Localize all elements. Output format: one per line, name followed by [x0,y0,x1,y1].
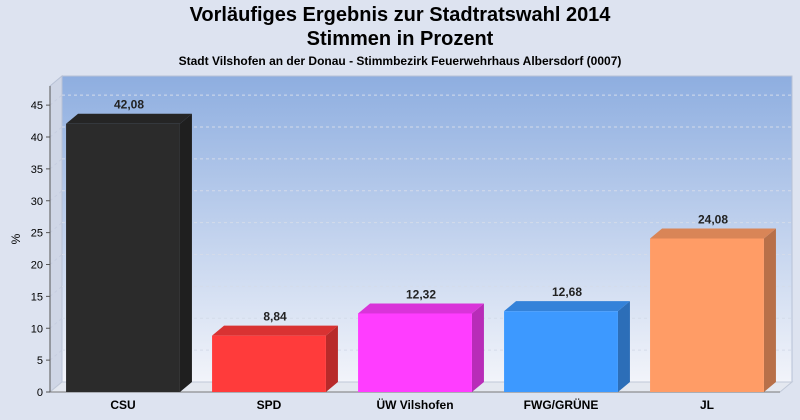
bar-top [650,228,776,239]
plot-side-wall [49,74,63,394]
y-tick-label: 45 [31,100,43,112]
x-tick-label: CSU [110,398,135,412]
chart-title-line-2: Stimmen in Prozent [306,28,494,50]
y-tick-label: 5 [37,355,43,367]
gridline-side [49,94,63,106]
y-tick-label: 0 [37,387,43,399]
bar-side [617,301,630,392]
bar-top [212,325,338,336]
bar-front [504,311,618,392]
y-tick-label: 35 [31,164,43,176]
gridline-side [49,190,63,202]
data-label: 12,68 [552,285,582,299]
bar-csu [66,113,192,393]
y-axis-title: % [9,233,23,244]
bar-front [650,238,764,392]
gridline-side [49,254,63,265]
bar--w-vilshofen [358,303,484,392]
gridline-side [49,222,63,234]
bar-front [66,123,180,393]
gridline-side [49,317,63,329]
bar-side [179,113,192,393]
x-tick-label: SPD [257,398,282,412]
y-tick-label: 40 [31,132,43,144]
x-tick-label: ÜW Vilshofen [376,397,453,412]
chart-subtitle: Stadt Vilshofen an der Donau - Stimmbezi… [178,54,622,68]
bar-top [504,301,630,312]
data-label: 24,08 [698,212,728,226]
bar-side [471,303,484,392]
x-tick-label: JL [700,398,714,412]
y-tick-label: 25 [31,228,43,240]
bar-side [325,325,338,392]
gridline-side [49,349,63,361]
gridline-side [49,126,63,138]
bar-side [763,228,776,392]
y-tick-label: 15 [31,291,43,303]
y-tick-label: 30 [31,196,43,208]
bar-top [66,113,192,124]
bar-jl [650,228,776,392]
bar-spd [212,325,338,392]
x-tick-label: FWG/GRÜNE [524,397,599,412]
data-label: 42,08 [114,98,144,112]
y-tick-label: 20 [31,260,43,272]
gridline-side [49,158,63,170]
bar-top [358,303,484,314]
bar-front [212,335,326,392]
gridline-side [49,285,63,297]
data-label: 8,84 [263,310,287,324]
bar-fwg-gr-ne [504,301,630,392]
y-tick-label: 10 [31,323,43,335]
chart-title: Vorläufiges Ergebnis zur Stadtratswahl 2… [189,4,611,26]
bar-front [358,313,472,392]
data-label: 12,32 [406,287,436,301]
